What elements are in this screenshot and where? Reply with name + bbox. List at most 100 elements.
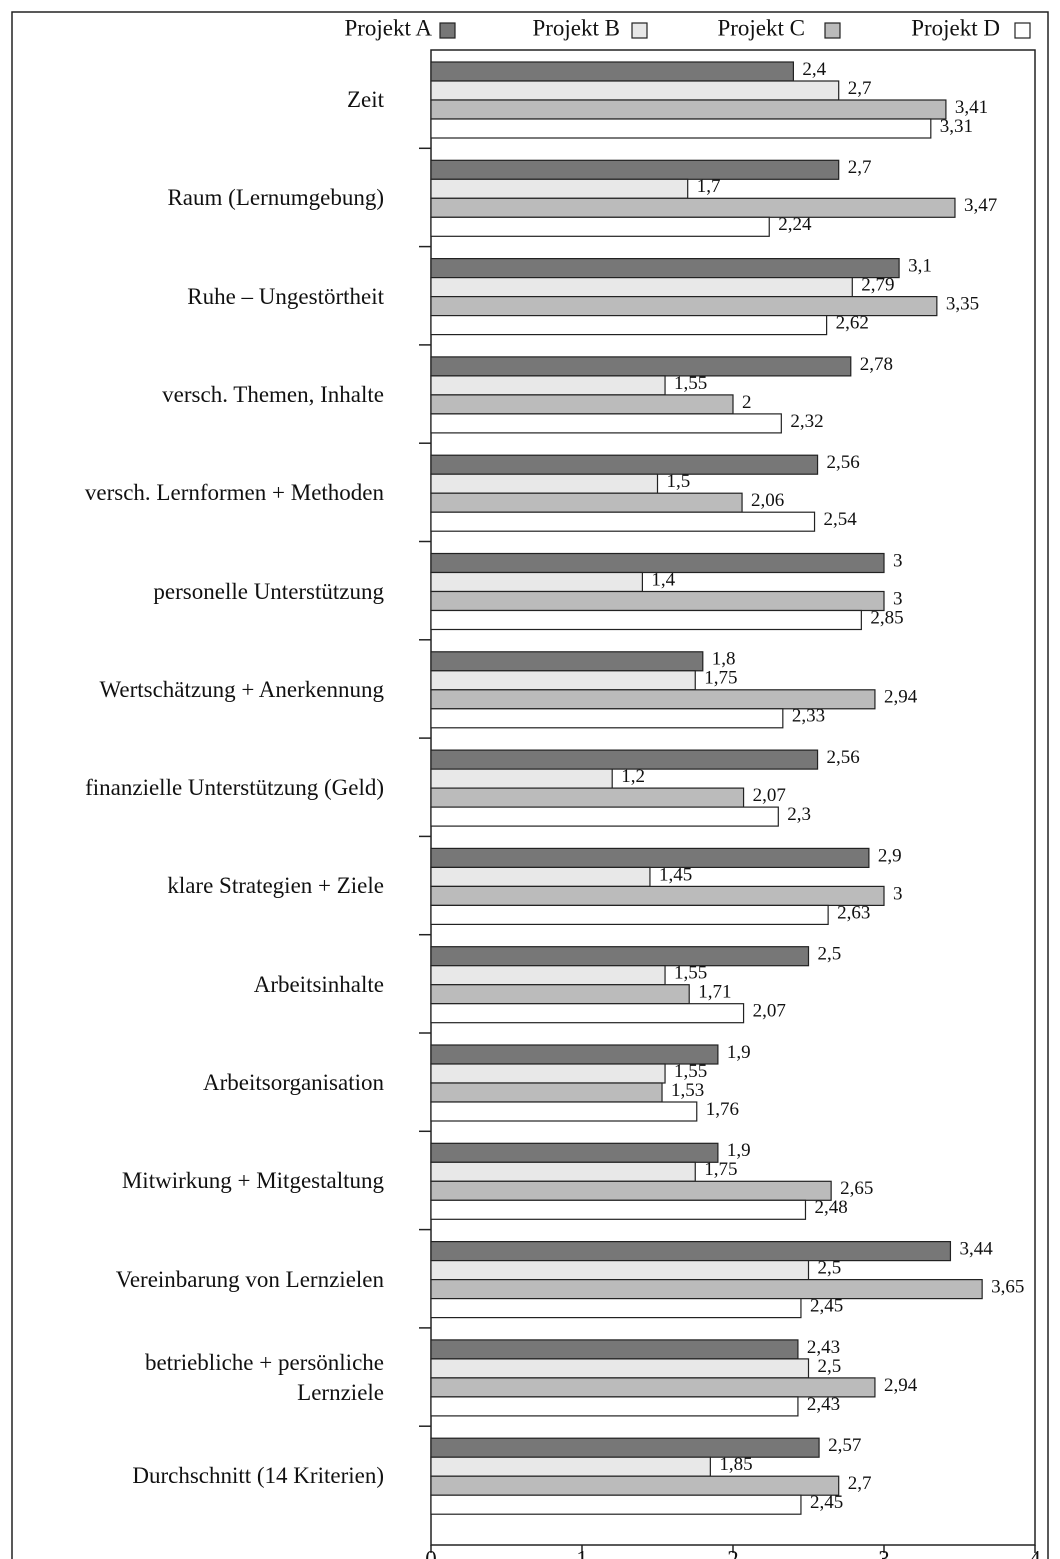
value-label: 1,75 — [704, 668, 737, 689]
legend-swatch — [824, 22, 841, 39]
value-label: 3 — [893, 550, 903, 571]
value-label: 1,71 — [698, 982, 731, 1003]
value-label: 3,41 — [955, 97, 988, 118]
value-label: 2,54 — [824, 509, 858, 530]
value-label: 1,4 — [651, 569, 675, 590]
value-label: 2,5 — [818, 944, 842, 965]
category-label: Arbeitsinhalte — [253, 971, 384, 997]
bar — [430, 216, 770, 237]
bar — [430, 1297, 802, 1319]
value-label: 2,3 — [787, 804, 811, 825]
legend-label: Projekt C — [717, 15, 805, 40]
bar — [430, 984, 690, 1005]
bar — [430, 1396, 799, 1417]
value-label: 2,7 — [848, 157, 872, 178]
bar — [430, 1082, 663, 1103]
bar — [430, 1180, 832, 1201]
bar — [430, 1003, 745, 1024]
bar — [430, 590, 885, 612]
value-label: 2,57 — [828, 1435, 861, 1456]
value-label: 2,06 — [751, 490, 784, 511]
value-label: 2,5 — [818, 1257, 842, 1278]
value-label: 3,44 — [959, 1238, 993, 1259]
bar — [430, 1278, 983, 1300]
category-label: Mitwirkung + Mitgestaltung — [121, 1168, 384, 1194]
bar — [430, 1199, 807, 1220]
category-label: Ruhe – Ungestörtheit — [187, 283, 384, 309]
bar — [430, 118, 932, 139]
bar — [430, 1437, 820, 1458]
bar — [430, 473, 659, 494]
value-label: 2,63 — [837, 902, 870, 923]
value-label: 1,9 — [727, 1042, 751, 1063]
value-label: 1,9 — [727, 1140, 751, 1161]
value-label: 3,1 — [908, 255, 932, 276]
value-label: 2,56 — [827, 747, 860, 768]
value-label: 2,33 — [792, 706, 825, 727]
category-label: betriebliche + persönliche Lernziele — [144, 1349, 384, 1405]
bar — [430, 904, 829, 926]
value-label: 2 — [742, 392, 752, 413]
value-label: 2,65 — [840, 1178, 873, 1199]
legend-label: Projekt D — [911, 15, 1000, 40]
value-label: 2,85 — [870, 607, 903, 628]
value-label: 2,7 — [848, 78, 872, 99]
bar — [430, 99, 947, 120]
value-label: 1,2 — [621, 766, 645, 787]
category-label: versch. Lernformen + Methoden — [84, 480, 384, 506]
value-label: 2,56 — [827, 452, 860, 473]
category-label: Vereinbarung von Lernzielen — [115, 1266, 384, 1292]
value-label: 1,45 — [659, 864, 692, 885]
category-label: klare Strategien + Ziele — [167, 873, 384, 899]
value-label: 1,75 — [704, 1159, 737, 1180]
value-label: 1,76 — [706, 1099, 739, 1120]
bar — [430, 1358, 810, 1379]
value-label: 2,43 — [807, 1337, 840, 1358]
bar — [430, 866, 651, 888]
bar — [430, 277, 853, 298]
x-tick-label: 3 — [878, 1546, 890, 1559]
bar — [430, 806, 779, 827]
bar — [430, 511, 816, 532]
category-label: Raum (Lernumgebung) — [167, 185, 384, 211]
bar — [430, 609, 862, 631]
category-label: versch. Themen, Inhalte — [162, 381, 384, 407]
category-label: Zeit — [346, 87, 384, 112]
bar — [430, 1456, 711, 1477]
bar — [430, 1339, 799, 1360]
value-label: 2,45 — [810, 1492, 843, 1513]
bar — [430, 159, 840, 180]
value-label: 3 — [893, 883, 903, 904]
value-label: 2,43 — [807, 1394, 840, 1415]
value-label: 2,24 — [778, 214, 812, 235]
bar — [430, 315, 828, 336]
bar — [430, 178, 689, 199]
value-label: 1,7 — [697, 176, 721, 197]
bar — [430, 787, 745, 808]
value-label: 2,79 — [861, 274, 894, 295]
bar — [430, 1063, 666, 1084]
value-label: 1,55 — [674, 963, 707, 984]
value-label: 2,78 — [860, 354, 893, 375]
bar — [430, 847, 870, 869]
value-label: 2,45 — [810, 1295, 843, 1316]
value-label: 3,35 — [946, 293, 979, 314]
bar — [430, 197, 956, 218]
bar — [430, 670, 696, 691]
value-label: 2,62 — [836, 312, 869, 333]
bar — [430, 258, 900, 279]
bar — [430, 768, 613, 789]
bar — [430, 1259, 810, 1281]
bar — [430, 749, 819, 770]
category-label: personelle Unterstützung — [153, 578, 384, 604]
bar — [430, 552, 885, 574]
value-label: 1,55 — [674, 1061, 707, 1082]
bar — [430, 1101, 698, 1122]
bar — [430, 885, 885, 907]
value-label: 3,47 — [964, 195, 997, 216]
value-label: 2,94 — [884, 687, 918, 708]
category-label: finanzielle Unterstützung (Geld) — [85, 775, 384, 801]
bar — [430, 356, 852, 377]
